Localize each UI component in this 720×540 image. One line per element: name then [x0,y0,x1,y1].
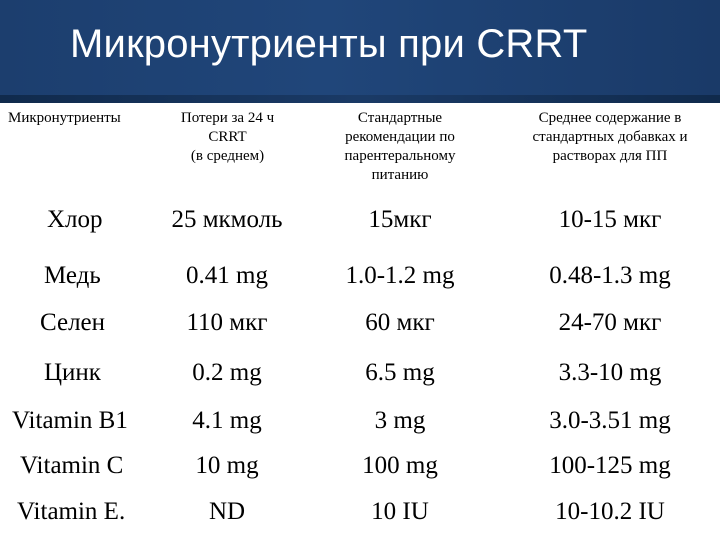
losses-cell: 0.2 mg [192,359,262,386]
recommendation-cell: 100 mg [362,452,438,479]
average-content-cell: 10-15 мкг [558,206,662,233]
header-losses: Потери за 24 ч CRRT (в среднем) [150,109,305,166]
row-name-cell: Vitamin B1 [12,407,128,434]
losses-cell: 0.41 mg [186,262,268,289]
losses-cell: 110 мкг [186,309,268,336]
header-line: (в среднем) [190,148,265,164]
header-line: Потери за 24 ч [180,110,275,126]
header-line: растворах для ПП [552,148,668,164]
losses-cell: 10 mg [195,452,259,479]
average-content-cell: 3.3-10 mg [558,359,662,386]
losses-cell: ND [208,498,246,525]
header-line: стандартных добавках и [532,129,688,145]
row-name-cell: Медь [44,262,101,289]
header-average-content: Среднее содержание в стандартных добавка… [505,109,715,166]
average-content-cell: 3.0-3.51 mg [549,407,671,434]
losses-cell: 25 мкмоль [171,206,283,233]
recommendation-cell: 1.0-1.2 mg [345,262,455,289]
row-name-cell: Vitamin E. [17,498,126,525]
banner-divider [0,95,720,103]
header-micronutrients: Микронутриенты [8,109,121,128]
header-line: парентеральному [344,148,456,164]
header-line: Среднее содержание в [538,110,682,126]
title-banner [0,0,720,95]
header-standard-recommendations: Стандартные рекомендации по парентеральн… [320,109,480,185]
losses-cell: 4.1 mg [192,407,262,434]
header-line: Микронутриенты [8,110,121,126]
average-content-cell: 0.48-1.3 mg [549,262,671,289]
header-line: питанию [371,167,429,183]
row-name-cell: Цинк [44,359,101,386]
average-content-cell: 100-125 mg [549,452,671,479]
header-line: Стандартные [357,110,443,126]
row-name-cell: Vitamin C [20,452,124,479]
recommendation-cell: 10 IU [371,498,429,525]
recommendation-cell: 15мкг [368,206,432,233]
recommendation-cell: 6.5 mg [365,359,435,386]
row-name-cell: Селен [40,309,106,336]
recommendation-cell: 3 mg [374,407,426,434]
header-line: CRRT [208,129,247,145]
slide-title: Микронутриенты при CRRT [70,22,588,66]
average-content-cell: 10-10.2 IU [555,498,665,525]
row-name-cell: Хлор [47,206,103,233]
header-line: рекомендации по [345,129,455,145]
recommendation-cell: 60 мкг [365,309,435,336]
average-content-cell: 24-70 мкг [558,309,662,336]
